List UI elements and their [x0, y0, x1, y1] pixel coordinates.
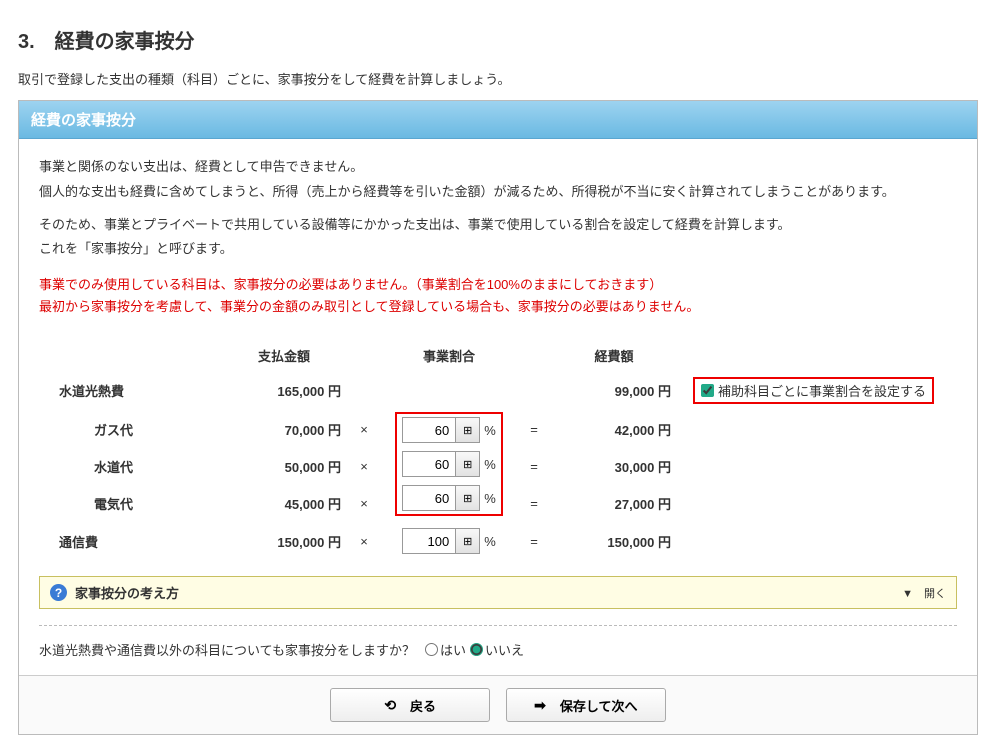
percent-symbol: %: [484, 457, 496, 472]
table-row: ガス代 70,000 円 × ⊞% ⊞%: [39, 410, 957, 447]
back-button[interactable]: ⟲戻る: [330, 688, 490, 722]
row-exp: 42,000 円: [549, 410, 679, 447]
multiply-symbol: ×: [349, 522, 379, 560]
explain-line: 個人的な支出も経費に含めてしまうと、所得（売上から経費等を引いた金額）が減るため…: [39, 182, 957, 203]
row-name: 通信費: [39, 522, 219, 560]
col-header-ratio: 事業割合: [379, 340, 519, 371]
table-row: 水道光熱費 165,000 円 99,000 円 補助科目ごとに事業割合を設定す…: [39, 371, 957, 410]
col-header-exp: 経費額: [549, 340, 679, 371]
allocation-table: 支払金額 事業割合 経費額 水道光熱費 165,000 円 99,000 円: [39, 340, 957, 560]
warning-line: 事業でのみ使用している科目は、家事按分の必要はありません。（事業割合を100%の…: [39, 274, 957, 296]
row-name: 水道光熱費: [39, 371, 219, 410]
sub-account-checkbox[interactable]: 補助科目ごとに事業割合を設定する: [693, 377, 934, 404]
warning-block: 事業でのみ使用している科目は、家事按分の必要はありません。（事業割合を100%の…: [39, 274, 957, 318]
help-icon: ?: [50, 584, 67, 601]
row-pay: 70,000 円: [219, 410, 349, 447]
page-title: 3. 経費の家事按分: [18, 25, 986, 54]
accordion-title: 家事按分の考え方: [75, 583, 902, 602]
page-description: 取引で登録した支出の種類（科目）ごとに、家事按分をして経費を計算しましょう。: [18, 69, 986, 88]
col-header-pay: 支払金額: [219, 340, 349, 371]
equals-symbol: =: [519, 485, 549, 522]
save-next-button[interactable]: ➡保存して次へ: [506, 688, 666, 722]
sub-account-checkbox-input[interactable]: [701, 384, 714, 397]
radio-yes[interactable]: はい: [425, 640, 466, 659]
table-row: 通信費 150,000 円 × ⊞% = 150,000 円: [39, 522, 957, 560]
explain-line: 事業と関係のない支出は、経費として申告できません。: [39, 157, 957, 178]
explain-line: そのため、事業とプライベートで共用している設備等にかかった支出は、事業で使用して…: [39, 215, 957, 236]
ratio-input-gas[interactable]: [403, 418, 455, 442]
percent-symbol: %: [484, 534, 496, 549]
accordion-help[interactable]: ? 家事按分の考え方 ▼ 開く: [39, 576, 957, 609]
ratio-highlight-group: ⊞% ⊞% ⊞%: [395, 412, 503, 516]
row-name: 水道代: [39, 448, 219, 485]
equals-symbol: =: [519, 448, 549, 485]
calculator-icon[interactable]: ⊞: [455, 529, 479, 553]
ratio-input-elec[interactable]: [403, 486, 455, 510]
allocation-panel: 経費の家事按分 事業と関係のない支出は、経費として申告できません。 個人的な支出…: [18, 100, 978, 735]
multiply-symbol: ×: [349, 410, 379, 447]
ratio-input-comm[interactable]: [403, 529, 455, 553]
multiply-symbol: ×: [349, 485, 379, 522]
warning-line: 最初から家事按分を考慮して、事業分の金額のみ取引として登録している場合も、家事按…: [39, 296, 957, 318]
accordion-toggle: ▼ 開く: [902, 585, 946, 601]
ratio-input-water[interactable]: [403, 452, 455, 476]
equals-symbol: =: [519, 410, 549, 447]
additional-question-row: 水道光熱費や通信費以外の科目についても家事按分をしますか？ はい いいえ: [39, 625, 957, 659]
row-pay: 165,000 円: [219, 371, 349, 410]
panel-header: 経費の家事按分: [19, 101, 977, 139]
row-exp: 150,000 円: [549, 522, 679, 560]
sub-account-checkbox-label: 補助科目ごとに事業割合を設定する: [718, 381, 926, 400]
arrow-right-icon: ➡: [534, 697, 546, 714]
calculator-icon[interactable]: ⊞: [455, 418, 479, 442]
percent-symbol: %: [484, 491, 496, 506]
percent-symbol: %: [484, 423, 496, 438]
back-icon: ⟲: [384, 697, 396, 714]
calculator-icon[interactable]: ⊞: [455, 486, 479, 510]
multiply-symbol: ×: [349, 448, 379, 485]
row-pay: 150,000 円: [219, 522, 349, 560]
row-pay: 50,000 円: [219, 448, 349, 485]
row-pay: 45,000 円: [219, 485, 349, 522]
row-exp: 27,000 円: [549, 485, 679, 522]
radio-no[interactable]: いいえ: [470, 640, 524, 659]
calculator-icon[interactable]: ⊞: [455, 452, 479, 476]
footer-buttons: ⟲戻る ➡保存して次へ: [19, 675, 977, 734]
row-name: ガス代: [39, 410, 219, 447]
question-text: 水道光熱費や通信費以外の科目についても家事按分をしますか？: [39, 640, 415, 659]
row-exp: 30,000 円: [549, 448, 679, 485]
explanation-block: 事業と関係のない支出は、経費として申告できません。 個人的な支出も経費に含めてし…: [39, 157, 957, 260]
explain-line: これを「家事按分」と呼びます。: [39, 239, 957, 260]
equals-symbol: =: [519, 522, 549, 560]
row-exp: 99,000 円: [549, 371, 679, 410]
row-name: 電気代: [39, 485, 219, 522]
